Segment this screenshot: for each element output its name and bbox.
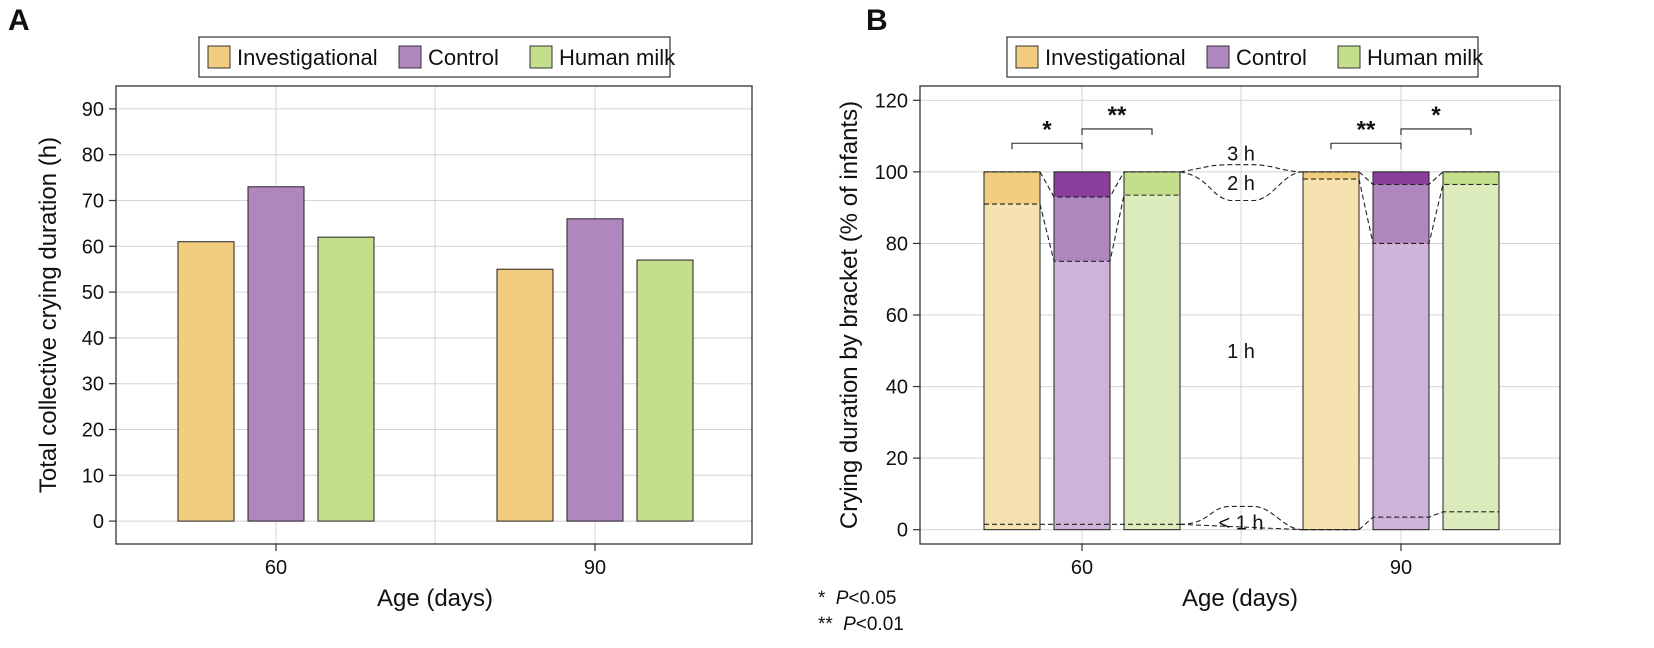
y-tick-label: 100 bbox=[875, 162, 908, 184]
bar-control-90-outline bbox=[1372, 171, 1430, 531]
legend-swatch-investigational bbox=[1015, 45, 1039, 69]
bar-control-60 bbox=[247, 186, 305, 522]
bracket-label-1h: 1 h bbox=[1227, 341, 1255, 363]
bar-human-milk-60-segment-1h bbox=[1124, 195, 1180, 530]
legend-box bbox=[1006, 36, 1479, 78]
bar-control-90-segment-2h bbox=[1373, 184, 1429, 244]
bar-human-milk-60 bbox=[317, 236, 375, 522]
y-tick-label: 60 bbox=[82, 236, 104, 258]
bar-control-60-outline bbox=[1053, 171, 1111, 531]
y-tick-label: 0 bbox=[93, 511, 104, 533]
significance-note: * P<0.05 ** P<0.01 bbox=[818, 588, 904, 635]
legend-label-human-milk: Human milk bbox=[1367, 45, 1484, 70]
y-tick-label: 60 bbox=[886, 305, 908, 327]
significance-label: * bbox=[1042, 116, 1052, 143]
connector-bottom bbox=[1179, 505, 1304, 531]
significance-bracket-60-inv-ctrl bbox=[1011, 142, 1083, 150]
note-p001-stars: ** bbox=[818, 614, 833, 635]
y-tick-label: 30 bbox=[82, 374, 104, 396]
bar-control-90-segment-1h bbox=[1373, 243, 1429, 530]
connector-bottom-base bbox=[1179, 523, 1304, 531]
bar-human-milk-60-segment-2h bbox=[1124, 171, 1180, 196]
bar-human-milk-60-outline bbox=[1123, 171, 1181, 531]
y-tick-label: 40 bbox=[886, 377, 908, 399]
note-p001-p: P bbox=[843, 614, 856, 635]
y-tick-label: 20 bbox=[886, 448, 908, 470]
significance-label: ** bbox=[1108, 102, 1127, 129]
legend-label-control: Control bbox=[1236, 45, 1307, 70]
legend-swatch-control bbox=[398, 45, 422, 69]
x-axis-label: Age (days) bbox=[1182, 585, 1298, 612]
panel-label-a: A bbox=[8, 4, 30, 37]
y-tick-label: 50 bbox=[82, 282, 104, 304]
legend-swatch-control bbox=[1206, 45, 1230, 69]
bar-control-60-segment-2h bbox=[1054, 196, 1110, 262]
bar-human-milk-90-segment-1h bbox=[1443, 184, 1499, 530]
legend-label-control: Control bbox=[428, 45, 499, 70]
x-axis-label: Age (days) bbox=[377, 585, 493, 612]
note-p001-value: <0.01 bbox=[856, 614, 904, 635]
legend-box bbox=[198, 36, 671, 78]
note-p005: * P<0.05 bbox=[818, 588, 896, 609]
legend-swatch-investigational bbox=[207, 45, 231, 69]
bracket-label-3h: 3 h bbox=[1227, 144, 1255, 166]
significance-label: ** bbox=[1357, 116, 1376, 143]
x-tick-label: 90 bbox=[1390, 557, 1412, 579]
note-p005-p: P bbox=[836, 588, 849, 609]
legend-swatch-human-milk bbox=[1337, 45, 1361, 69]
bracket-boundary-lt1-90 bbox=[1303, 511, 1499, 531]
y-tick-label: 120 bbox=[875, 90, 908, 112]
bar-investigational-60 bbox=[177, 241, 235, 522]
bar-control-60-segment-3h bbox=[1054, 171, 1110, 197]
note-p001: ** P<0.01 bbox=[818, 614, 904, 635]
y-tick-label: 0 bbox=[897, 520, 908, 542]
y-axis-label: Crying duration by bracket (% of infants… bbox=[836, 101, 863, 529]
legend-label-investigational: Investigational bbox=[1045, 45, 1186, 70]
note-p005-value: <0.05 bbox=[848, 588, 896, 609]
y-tick-label: 80 bbox=[886, 233, 908, 255]
y-tick-label: 20 bbox=[82, 420, 104, 442]
bar-investigational-90 bbox=[496, 268, 554, 522]
bar-investigational-60-segment-2h bbox=[984, 171, 1040, 205]
bracket-label-2h: 2 h bbox=[1227, 173, 1255, 195]
legend-label-investigational: Investigational bbox=[237, 45, 378, 70]
y-tick-label: 70 bbox=[82, 191, 104, 213]
plot-frame bbox=[115, 85, 753, 545]
significance-label: * bbox=[1431, 102, 1441, 129]
bar-control-90-segment-3h bbox=[1373, 171, 1429, 185]
x-tick-label: 60 bbox=[265, 557, 287, 579]
y-tick-label: 40 bbox=[82, 328, 104, 350]
x-tick-label: 90 bbox=[584, 557, 606, 579]
legend-label-human-milk: Human milk bbox=[559, 45, 676, 70]
bracket-boundary-h2-60 bbox=[984, 171, 1180, 198]
bar-control-60-segment-1h bbox=[1054, 261, 1110, 530]
bar-investigational-90-segment-2h bbox=[1303, 171, 1359, 180]
bar-control-90 bbox=[566, 218, 624, 522]
x-tick-label: 60 bbox=[1071, 557, 1093, 579]
bar-investigational-60-segment-1h bbox=[984, 204, 1040, 530]
note-p005-stars: * bbox=[818, 588, 826, 609]
legend-swatch-human-milk bbox=[529, 45, 553, 69]
y-tick-label: 10 bbox=[82, 465, 104, 487]
chart-a: 0 10 20 30 40 50 60 70 80 90 60 90 Age (days) Total c… bbox=[35, 36, 753, 612]
bar-human-milk-90-segment-2h bbox=[1443, 171, 1499, 185]
y-axis-label: Total collective crying duration (h) bbox=[35, 137, 62, 493]
bracket-label-lt1h: < 1 h bbox=[1218, 512, 1263, 534]
connector-mid bbox=[1179, 171, 1304, 202]
bar-investigational-90-segment-1h bbox=[1303, 179, 1359, 530]
significance-bracket-90-inv-ctrl bbox=[1330, 142, 1402, 150]
bar-human-milk-90 bbox=[636, 259, 694, 522]
significance-bracket-60-ctrl-hm bbox=[1081, 128, 1153, 135]
panel-label-b: B bbox=[866, 4, 888, 37]
significance-bracket-90-ctrl-hm bbox=[1400, 128, 1472, 135]
y-tick-label: 80 bbox=[82, 145, 104, 167]
connector-top bbox=[1179, 164, 1304, 173]
y-tick-label: 90 bbox=[82, 99, 104, 121]
